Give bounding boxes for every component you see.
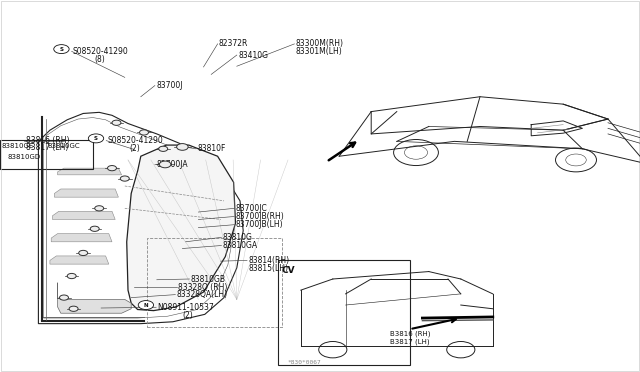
Text: CV: CV (282, 266, 295, 275)
Text: B3816 (RH): B3816 (RH) (390, 331, 431, 337)
Text: S08520-41290: S08520-41290 (73, 47, 129, 56)
Text: (2): (2) (182, 311, 193, 320)
Bar (0, 140, 93, 169)
Circle shape (88, 134, 104, 143)
Text: B3817 (LH): B3817 (LH) (390, 338, 430, 345)
Circle shape (67, 273, 76, 279)
Circle shape (120, 176, 129, 181)
Text: 83810GE: 83810GE (1, 143, 33, 149)
Circle shape (69, 306, 78, 311)
Circle shape (177, 144, 188, 150)
Text: 83328Q (RH): 83328Q (RH) (178, 283, 227, 292)
Polygon shape (51, 234, 112, 242)
Polygon shape (50, 256, 109, 264)
Text: 83810G: 83810G (223, 233, 253, 242)
Text: 83328QA(LH): 83328QA(LH) (177, 290, 228, 299)
Circle shape (138, 301, 154, 310)
Text: N: N (143, 302, 148, 308)
Circle shape (79, 250, 88, 256)
Text: 83700J: 83700J (156, 81, 182, 90)
Text: 83810GA: 83810GA (223, 241, 258, 250)
Text: 83815(LH): 83815(LH) (248, 264, 288, 273)
Circle shape (159, 161, 171, 168)
Bar (278, 260, 410, 365)
Text: *830*0067: *830*0067 (288, 360, 322, 365)
Text: 83810F: 83810F (197, 144, 225, 153)
Text: 83700JA: 83700JA (156, 160, 188, 169)
Text: S: S (60, 46, 63, 52)
Text: S: S (94, 136, 98, 141)
Text: 83810GC: 83810GC (48, 143, 81, 149)
Text: S08520-41290: S08520-41290 (108, 136, 163, 145)
Circle shape (159, 146, 168, 151)
Polygon shape (58, 168, 122, 175)
Polygon shape (58, 283, 131, 313)
Text: 83700JB(LH): 83700JB(LH) (236, 220, 283, 229)
Text: 83300M(RH): 83300M(RH) (296, 39, 344, 48)
Circle shape (54, 45, 69, 54)
Circle shape (108, 166, 116, 171)
Text: 83816 (RH): 83816 (RH) (26, 136, 69, 145)
Text: 83814(RH): 83814(RH) (248, 256, 289, 265)
Circle shape (112, 120, 121, 125)
Polygon shape (54, 189, 118, 197)
Text: 83700JC: 83700JC (236, 204, 268, 213)
Bar (147, 238, 282, 327)
Text: 83700JB(RH): 83700JB(RH) (236, 212, 284, 221)
Text: 83410G: 83410G (238, 51, 268, 60)
Polygon shape (127, 145, 236, 311)
Polygon shape (52, 211, 115, 219)
Circle shape (95, 206, 104, 211)
Text: (8): (8) (95, 55, 106, 64)
Text: (2): (2) (129, 144, 140, 153)
Text: 83301M(LH): 83301M(LH) (296, 47, 342, 56)
Circle shape (60, 295, 68, 300)
Text: N08911-10537: N08911-10537 (157, 303, 214, 312)
Text: 83810GB: 83810GB (191, 275, 226, 283)
Text: 83817 (LH): 83817 (LH) (26, 143, 68, 152)
Circle shape (90, 226, 99, 231)
Circle shape (140, 130, 148, 135)
Text: 83810GD: 83810GD (8, 154, 41, 160)
Text: 82372R: 82372R (219, 39, 248, 48)
